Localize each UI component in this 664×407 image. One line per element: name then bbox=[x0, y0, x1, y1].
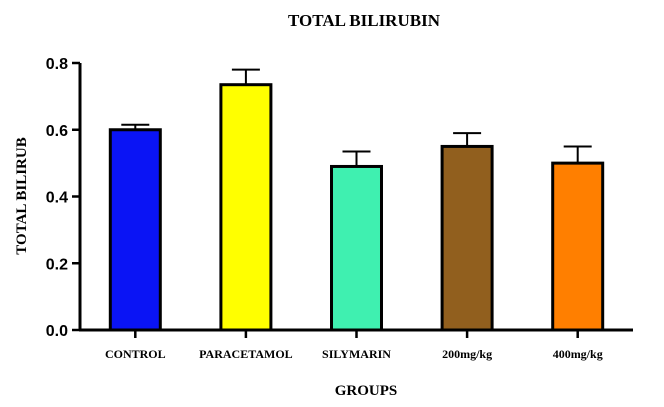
bar bbox=[551, 161, 605, 332]
bars bbox=[108, 68, 605, 332]
bar bbox=[108, 128, 162, 332]
y-tick-label: 0.4 bbox=[46, 190, 68, 207]
y-tick-label: 0.6 bbox=[46, 123, 68, 140]
bar bbox=[440, 144, 494, 332]
y-tick-label: 0.2 bbox=[46, 256, 68, 273]
x-axis-label: GROUPS bbox=[335, 383, 398, 399]
y-tick-label: 0.0 bbox=[46, 323, 68, 340]
x-tick-label: 400mg/kg bbox=[553, 347, 603, 361]
x-tick-label: PARACETAMOL bbox=[199, 347, 293, 361]
tick-labels: 0.0 0.2 0.4 0.6 0.8 CONTROL PARACETAMOL SILYMAR… bbox=[46, 56, 603, 361]
x-tick-label: SILYMARIN bbox=[322, 347, 391, 361]
chart-title: TOTAL BILIRUBIN bbox=[288, 11, 441, 30]
y-tick-label: 0.8 bbox=[46, 56, 68, 73]
x-tick-label: 200mg/kg bbox=[442, 347, 492, 361]
bar bbox=[330, 164, 383, 332]
bar bbox=[219, 83, 273, 332]
y-axis-label: TOTAL BILIRUB bbox=[14, 137, 30, 254]
x-tick-label: CONTROL bbox=[105, 347, 166, 361]
